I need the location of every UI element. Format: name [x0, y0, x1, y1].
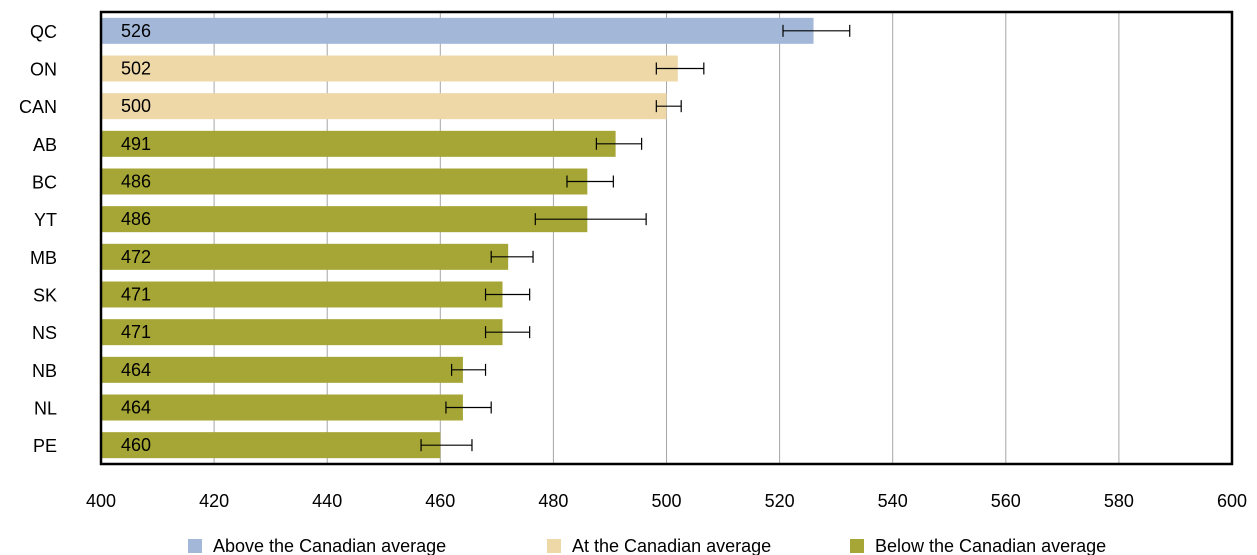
value-labels: 526 502 500 491 486 486 472 471 471 464 464 460 [121, 21, 151, 455]
value-label: 472 [121, 247, 151, 267]
value-label: 460 [121, 435, 151, 455]
x-tick-label: 460 [425, 491, 455, 511]
bar-nb [101, 356, 463, 383]
bar-nl [101, 394, 463, 421]
category-label: NL [34, 399, 57, 419]
legend-label-at: At the Canadian average [572, 536, 771, 555]
bars [101, 17, 814, 459]
legend-swatch-above [188, 539, 202, 553]
category-label: ON [30, 60, 57, 80]
category-label: CAN [19, 97, 57, 117]
x-tick-label: 500 [651, 491, 681, 511]
value-label: 464 [121, 398, 151, 418]
bar-yt [101, 206, 588, 233]
category-label: AB [33, 135, 57, 155]
x-tick-label: 400 [86, 491, 116, 511]
x-tick-label: 580 [1104, 491, 1134, 511]
value-label: 500 [121, 96, 151, 116]
bar-qc [101, 17, 814, 44]
bar-on [101, 55, 678, 82]
bar-mb [101, 243, 509, 270]
x-tick-label: 520 [765, 491, 795, 511]
category-label: PE [33, 436, 57, 456]
x-tick-label: 420 [199, 491, 229, 511]
error-bars [420, 24, 851, 452]
plot-frame [99, 10, 1234, 466]
legend-label-above: Above the Canadian average [213, 536, 446, 555]
x-tick-label: 560 [991, 491, 1021, 511]
category-label: SK [33, 286, 57, 306]
bar-sk [101, 281, 503, 308]
legend-swatch-at [547, 539, 561, 553]
bar-pe [101, 432, 441, 459]
category-label: QC [30, 22, 57, 42]
category-labels: QC ON CAN AB BC YT MB SK NS NB NL PE [19, 22, 57, 456]
bar-ns [101, 319, 503, 346]
category-label: NS [32, 323, 57, 343]
grid-lines [213, 12, 1120, 464]
category-label: BC [32, 173, 57, 193]
category-label: MB [30, 248, 57, 268]
x-tick-label: 540 [878, 491, 908, 511]
value-label: 464 [121, 360, 151, 380]
category-label: NB [32, 361, 57, 381]
value-label: 491 [121, 134, 151, 154]
bar-can [101, 93, 667, 120]
x-tick-labels: 400 420 440 460 480 500 520 540 560 580 600 [86, 491, 1247, 511]
value-label: 486 [121, 172, 151, 192]
x-tick-label: 440 [312, 491, 342, 511]
value-label: 526 [121, 21, 151, 41]
x-tick-label: 600 [1217, 491, 1247, 511]
value-label: 486 [121, 209, 151, 229]
bar-bc [101, 168, 588, 195]
bar-ab [101, 130, 616, 157]
legend: Above the Canadian average At the Canadia… [188, 536, 1106, 555]
x-tick-label: 480 [538, 491, 568, 511]
value-label: 502 [121, 59, 151, 79]
legend-label-below: Below the Canadian average [875, 536, 1106, 555]
category-label: YT [34, 210, 57, 230]
value-label: 471 [121, 322, 151, 342]
legend-swatch-below [850, 539, 864, 553]
value-label: 471 [121, 285, 151, 305]
